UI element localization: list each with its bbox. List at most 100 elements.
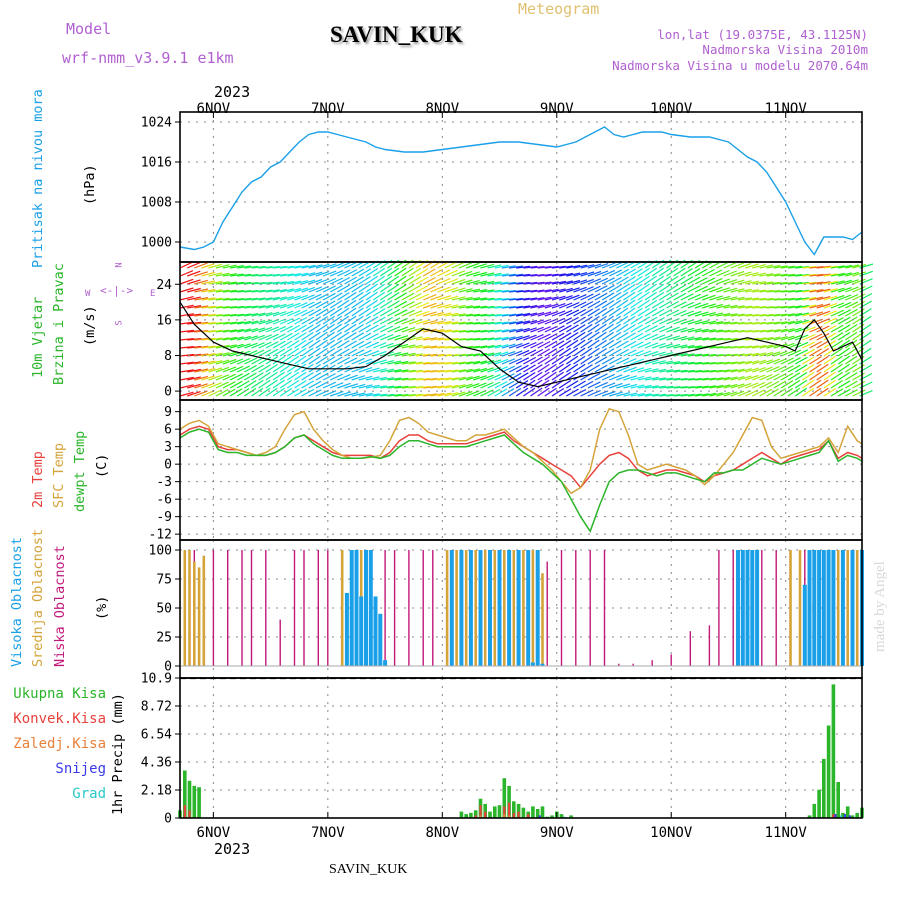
wind-barb-952 xyxy=(580,264,595,269)
wind-barb-125 xyxy=(230,313,245,317)
wind-barb-390 xyxy=(337,391,351,397)
wind-barb-1401 xyxy=(766,321,781,325)
srednja-bar-2 xyxy=(193,561,196,666)
wind-barb-1185 xyxy=(673,361,688,365)
wind-barb-391 xyxy=(344,261,358,269)
wind-barb-1006 xyxy=(601,284,615,293)
wind-barb-396 xyxy=(344,299,357,309)
wind-barb-224 xyxy=(272,288,287,293)
wind-barb-555 xyxy=(408,353,423,357)
wind-barb-106 xyxy=(222,298,237,301)
wind-barb-1064 xyxy=(623,340,637,349)
wind-barb-939 xyxy=(573,294,587,301)
wind-barb-1091 xyxy=(637,283,650,293)
wind-barb-1126 xyxy=(651,291,665,301)
ytick-label-p1-0: 0 xyxy=(164,385,172,400)
wind-barb-818 xyxy=(523,281,538,285)
wind-barb-72 xyxy=(208,297,223,301)
wind-barb-669 xyxy=(458,313,473,317)
wind-barb-1111 xyxy=(644,308,658,317)
wind-barb-1229 xyxy=(694,302,709,309)
wind-barb-739 xyxy=(487,329,502,333)
wind-barb-657 xyxy=(451,353,466,357)
ytick-label-p4-1: 2.18 xyxy=(141,784,172,799)
wind-barb-1450 xyxy=(788,305,802,309)
wind-barb-1208 xyxy=(687,268,701,277)
wind-barb-1170 xyxy=(666,377,681,381)
wind-barb-1517 xyxy=(816,296,831,301)
ukupna-bar-24 xyxy=(550,815,554,818)
wind-barb-477 xyxy=(379,267,393,277)
wind-barb-681 xyxy=(466,271,480,277)
wind-barb-1096 xyxy=(637,324,651,333)
wind-barb-1347 xyxy=(745,297,760,301)
wind-barb-1588 xyxy=(844,316,858,325)
wind-barb-743 xyxy=(487,359,502,365)
ukupna-bar-37 xyxy=(850,815,855,818)
wind-barb-206 xyxy=(265,281,280,285)
wind-barb-1073 xyxy=(630,275,643,285)
wind-barb-1495 xyxy=(802,387,815,397)
wind-barb-804 xyxy=(516,305,531,309)
wind-barb-1545 xyxy=(823,379,836,389)
wind-barb-1223 xyxy=(687,393,702,397)
wind-barb-1047 xyxy=(616,340,629,349)
wind-barb-738 xyxy=(487,321,502,325)
wind-barb-1012 xyxy=(601,331,615,341)
wind-barb-565 xyxy=(415,293,430,301)
wind-barb-1333 xyxy=(737,322,752,325)
snijeg-bar-1 xyxy=(834,814,837,818)
wind-barb-410 xyxy=(351,276,365,285)
wind-barb-149 xyxy=(236,365,251,373)
wind-barb-809 xyxy=(515,342,530,349)
wind-barb-1203 xyxy=(680,369,695,373)
wind-barb-1245 xyxy=(701,294,716,301)
wind-barb-1275 xyxy=(716,261,730,269)
wind-barb-1232 xyxy=(694,328,709,333)
wind-barb-22 xyxy=(187,305,202,309)
wind-barb-283 xyxy=(294,347,307,357)
wind-barb-991 xyxy=(594,300,608,309)
niska-bar-35 xyxy=(651,660,653,666)
ukupna-bar-33 xyxy=(831,684,836,818)
wind-barb-913 xyxy=(558,355,572,365)
wind-barb-1025 xyxy=(608,299,622,309)
wind-barb-158 xyxy=(244,305,259,309)
wind-barb-1599 xyxy=(852,271,866,277)
wind-barb-1049 xyxy=(616,357,630,365)
wind-barb-626 xyxy=(437,377,452,381)
ytick-label-p0-1: 1008 xyxy=(141,196,172,211)
wind-barb-749 xyxy=(494,273,509,277)
wind-barb-698 xyxy=(473,271,488,277)
wind-barb-405 xyxy=(344,374,358,381)
wind-barb-173 xyxy=(251,289,266,293)
wind-barb-138 xyxy=(237,281,252,285)
niska-bar-10 xyxy=(303,550,305,666)
wind-barb-526 xyxy=(394,394,409,397)
wind-barb-1452 xyxy=(787,320,802,325)
wind-barb-798 xyxy=(508,387,522,397)
wind-barb-1341 xyxy=(737,382,752,389)
wind-barb-1107 xyxy=(644,275,657,285)
wind-barb-1191 xyxy=(680,267,693,277)
wind-barb-834 xyxy=(530,274,545,277)
wind-barb-1196 xyxy=(680,310,695,317)
wind-barb-1528 xyxy=(816,379,829,389)
wind-barb-62 xyxy=(201,353,216,357)
wind-barb-330 xyxy=(315,315,329,325)
wind-barb-1457 xyxy=(787,357,801,365)
wind-barb-243 xyxy=(280,303,294,309)
wind-barb-1553 xyxy=(830,309,845,317)
wind-barb-1310 xyxy=(730,270,745,277)
wind-barb-108 xyxy=(222,313,237,317)
wind-barb-564 xyxy=(415,284,429,293)
wind-barb-1384 xyxy=(759,321,774,325)
wind-barb-1492 xyxy=(802,363,815,373)
wind-barb-347 xyxy=(322,315,336,325)
wind-barb-944 xyxy=(573,331,586,341)
wind-barb-1124 xyxy=(651,275,665,285)
wind-barb-452 xyxy=(365,341,379,349)
wind-barb-105 xyxy=(222,289,237,293)
visoka-bar-24 xyxy=(750,550,755,666)
wind-barb-600 xyxy=(430,303,444,309)
